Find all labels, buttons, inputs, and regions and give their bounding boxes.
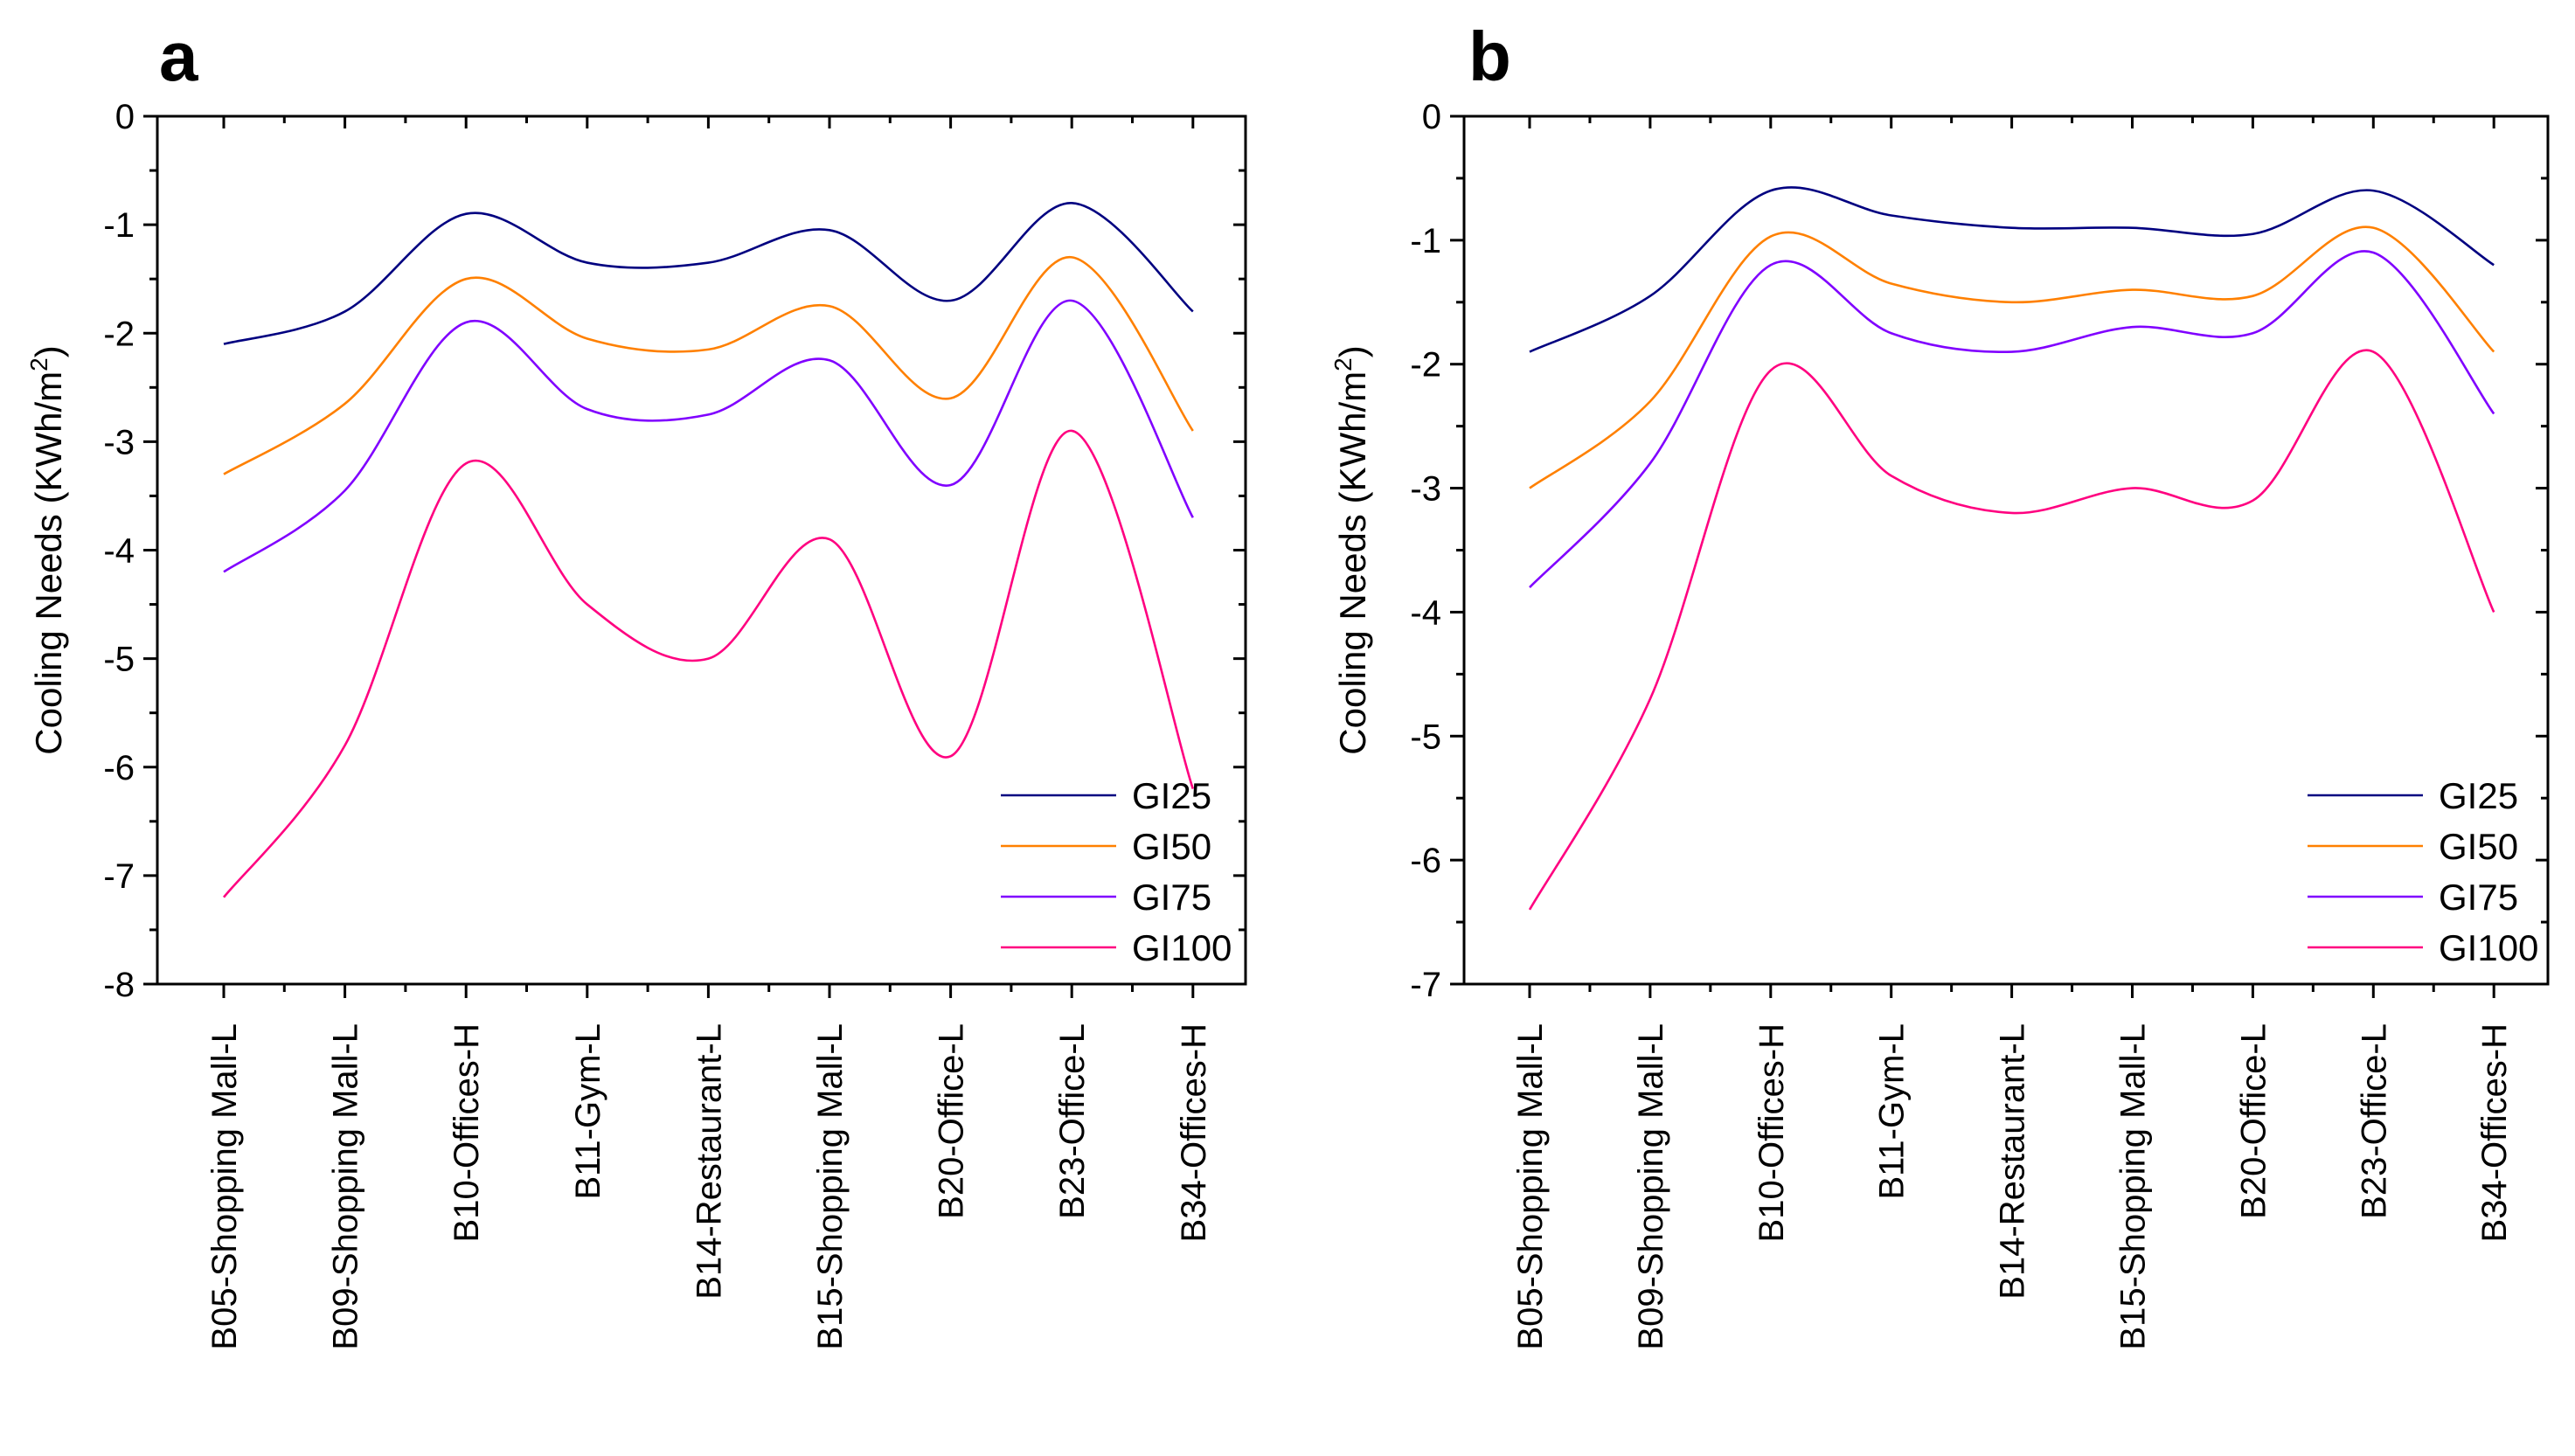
legend: GI25 GI50 GI75 GI100: [1001, 775, 1232, 968]
legend-label-gi50: GI50: [2439, 826, 2518, 867]
x-category-label: B09-Shopping Mall-L: [1632, 1023, 1670, 1350]
y-axis-title-close: ): [28, 345, 69, 357]
y-axis-title-close: ): [1332, 345, 1373, 357]
series-line-gi100: [222, 429, 1195, 898]
x-category-label: B11-Gym-L: [569, 1023, 607, 1200]
y-tick-label: -4: [1410, 593, 1441, 632]
x-category-label: B11-Gym-L: [1873, 1023, 1912, 1200]
panel-label: b: [1468, 17, 1511, 95]
legend-label-gi25: GI25: [2439, 775, 2518, 816]
y-axis-title-text: Cooling Needs (KWh/m: [28, 371, 69, 755]
x-category-label: B10-Offices-H: [1753, 1023, 1791, 1242]
y-tick-label: -5: [1410, 718, 1441, 756]
x-category-label: B05-Shopping Mall-L: [205, 1023, 244, 1350]
y-tick-label: -2: [1410, 346, 1441, 385]
x-category-label: B34-Offices-H: [2475, 1023, 2514, 1242]
y-tick-label: -2: [103, 315, 135, 353]
legend-label-gi75: GI75: [2439, 877, 2518, 918]
y-tick-label: -7: [1410, 966, 1441, 1004]
series-line-gi50: [1529, 225, 2495, 489]
y-tick-label: 0: [115, 98, 135, 136]
x-category-label: B10-Offices-H: [448, 1023, 486, 1242]
series-line-gi100: [1528, 349, 2495, 911]
x-category-label: B05-Shopping Mall-L: [1511, 1023, 1550, 1350]
series-line-gi25: [1529, 186, 2495, 353]
x-category-label: B14-Restaurant-L: [690, 1023, 728, 1300]
series-line-gi75: [223, 299, 1194, 573]
panel-label: a: [159, 17, 198, 95]
y-tick-label: -7: [103, 857, 135, 896]
x-category-label: B20-Office-L: [933, 1023, 971, 1219]
x-category-label: B23-Office-L: [2355, 1023, 2393, 1219]
y-tick-label: -5: [103, 641, 135, 679]
plot-frame: [1462, 114, 2550, 986]
legend: GI25 GI50 GI75 GI100: [2308, 775, 2538, 968]
series-line-gi75: [1529, 250, 2495, 588]
y-tick-label: -6: [103, 749, 135, 787]
legend-label-gi25: GI25: [1132, 775, 1211, 816]
y-axis-title-superscript: 2: [1329, 357, 1357, 371]
y-axis-title: Cooling Needs (KWh/m2): [1329, 345, 1373, 754]
y-tick-label: -1: [1410, 222, 1441, 260]
y-axis-title: Cooling Needs (KWh/m2): [25, 345, 69, 754]
y-tick-label: 0: [1422, 98, 1441, 136]
series-line-gi25: [223, 201, 1194, 345]
y-tick-label: -4: [103, 532, 135, 571]
y-tick-label: -6: [1410, 842, 1441, 880]
x-category-label: B09-Shopping Mall-L: [327, 1023, 365, 1350]
chart-panel-b: b0 -1 -2 -3 -4 -5 -6 -7 Cooling Needs (KWh/m2) B0…: [1329, 17, 2550, 1350]
legend-label-gi75: GI75: [1132, 877, 1211, 918]
x-category-label: B15-Shopping Mall-L: [811, 1023, 850, 1350]
x-category-label: B20-Office-L: [2234, 1023, 2273, 1219]
legend-label-gi50: GI50: [1132, 826, 1211, 867]
x-category-label: B14-Restaurant-L: [1994, 1023, 2032, 1300]
x-category-label: B15-Shopping Mall-L: [2114, 1023, 2153, 1350]
x-category-label: B34-Offices-H: [1175, 1023, 1213, 1242]
plot-frame: [156, 114, 1247, 986]
y-tick-label: -3: [1410, 470, 1441, 509]
series-line-gi50: [223, 256, 1194, 475]
y-axis-title-text: Cooling Needs (KWh/m: [1332, 371, 1373, 755]
x-category-label: B23-Office-L: [1053, 1023, 1092, 1219]
chart-panel-a: a0 -1 -2 -3 -4 -5 -6 -7 -8 Cooling Needs (KWh/m2)…: [25, 17, 1247, 1350]
legend-label-gi100: GI100: [2439, 927, 2538, 968]
y-axis-title-superscript: 2: [25, 357, 52, 371]
legend-label-gi100: GI100: [1132, 927, 1232, 968]
y-tick-label: -8: [103, 966, 135, 1004]
y-tick-label: -1: [103, 206, 135, 245]
y-tick-label: -3: [103, 423, 135, 461]
